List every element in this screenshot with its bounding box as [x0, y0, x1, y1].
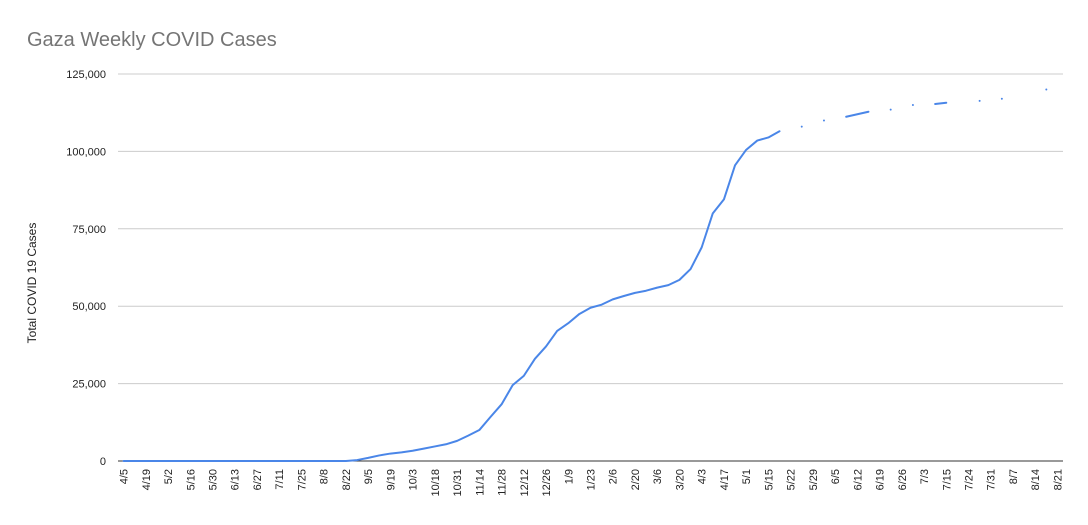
x-tick-label: 6/13: [230, 469, 242, 490]
x-tick-label: 6/27: [252, 469, 264, 490]
x-tick-label: 4/17: [719, 469, 731, 490]
x-tick-label: 10/18: [430, 469, 442, 497]
x-tick-label: 5/15: [763, 469, 775, 490]
x-tick-label: 2/20: [630, 469, 642, 490]
x-tick-label: 8/14: [1030, 469, 1042, 490]
x-tick-label: 8/8: [319, 469, 331, 484]
x-tick-label: 4/5: [119, 469, 131, 484]
x-tick-label: 8/22: [341, 469, 353, 490]
x-tick-label: 7/11: [274, 469, 286, 490]
x-tick-label: 8/21: [1052, 469, 1064, 490]
x-tick-label: 4/19: [141, 469, 153, 490]
x-tick-label: 10/31: [452, 469, 464, 497]
data-line: [122, 88, 1048, 462]
x-tick-label: 7/15: [941, 469, 953, 490]
y-tick-label: 75,000: [72, 224, 106, 236]
x-tick-label: 5/16: [185, 469, 197, 490]
x-tick-label: 1/23: [586, 469, 598, 490]
x-tick-label: 3/6: [652, 469, 664, 484]
x-tick-label: 11/28: [497, 469, 509, 496]
y-axis-label: Total COVID 19 Cases: [25, 223, 39, 344]
x-tick-label: 12/26: [541, 469, 553, 497]
x-tick-label: 1/9: [563, 469, 575, 484]
x-tick-label: 9/19: [385, 469, 397, 490]
x-tick-label: 9/5: [363, 469, 375, 484]
y-tick-label: 50,000: [72, 301, 106, 313]
x-tick-label: 10/3: [408, 469, 420, 490]
x-tick-label: 5/30: [208, 469, 220, 490]
x-tick-label: 3/20: [674, 469, 686, 490]
x-tick-label: 5/22: [786, 469, 798, 490]
x-tick-label: 6/26: [897, 469, 909, 490]
x-tick-label: 7/31: [986, 469, 998, 490]
x-tick-label: 12/12: [519, 469, 531, 497]
x-tick-label: 8/7: [1008, 469, 1020, 484]
y-tick-label: 0: [100, 456, 106, 468]
x-tick-label: 7/25: [296, 469, 308, 490]
y-tick-label: 125,000: [66, 69, 106, 81]
x-tick-label: 5/1: [741, 469, 753, 484]
x-tick-label: 11/14: [474, 469, 486, 496]
x-tick-label: 5/29: [808, 469, 820, 490]
x-tick-label: 6/5: [830, 469, 842, 484]
x-tick-label: 4/3: [697, 469, 709, 484]
chart-title: Gaza Weekly COVID Cases: [27, 29, 277, 51]
x-tick-label: 2/6: [608, 469, 620, 484]
x-tick-label: 7/3: [919, 469, 931, 484]
x-tick-label: 5/2: [163, 469, 175, 484]
x-tick-label: 6/12: [852, 469, 864, 490]
x-tick-label: 7/24: [964, 469, 976, 490]
x-tick-label: 6/19: [875, 469, 887, 490]
y-tick-label: 100,000: [66, 146, 106, 158]
y-tick-label: 25,000: [72, 379, 106, 391]
